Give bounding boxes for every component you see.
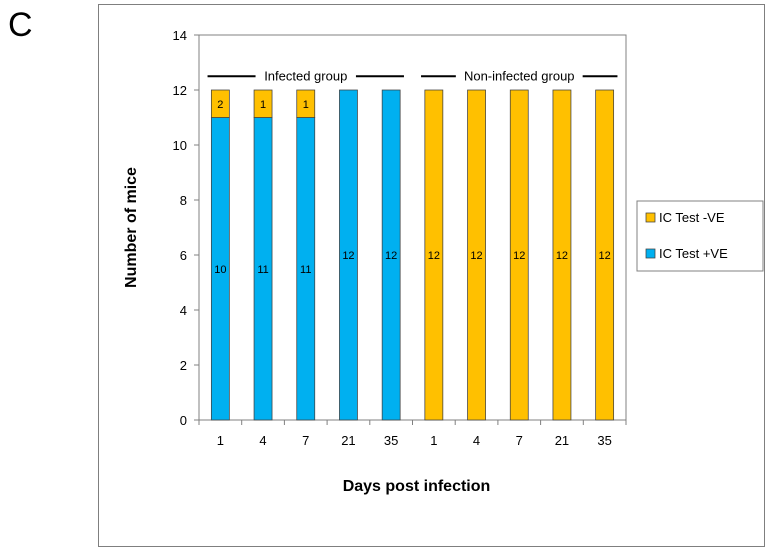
group-label: Non-infected group xyxy=(464,68,575,83)
legend-label: IC Test +VE xyxy=(659,246,728,261)
y-tick-label: 12 xyxy=(173,83,187,98)
bar-data-label: 12 xyxy=(470,250,482,262)
legend-swatch xyxy=(645,212,656,223)
x-axis-title: Days post infection xyxy=(343,478,491,495)
legend-label: IC Test -VE xyxy=(659,210,725,225)
bar-data-label: 12 xyxy=(428,250,440,262)
x-tick-label: 35 xyxy=(384,433,398,448)
bar-data-label: 1 xyxy=(303,99,309,111)
panel-label: C xyxy=(8,6,33,44)
y-tick-label: 0 xyxy=(180,413,187,428)
bar-data-label: 11 xyxy=(257,264,268,276)
legend-box xyxy=(636,200,764,272)
x-tick-label: 21 xyxy=(341,433,355,448)
x-tick-label: 21 xyxy=(555,433,569,448)
bar-segment xyxy=(210,89,230,118)
bar-data-label: 12 xyxy=(342,250,354,262)
bar-data-label: 10 xyxy=(214,264,226,276)
x-tick-label: 4 xyxy=(473,433,480,448)
chart-frame xyxy=(98,4,765,547)
bar-segment xyxy=(467,89,486,421)
bar-data-label: 12 xyxy=(513,250,525,262)
x-tick-label: 35 xyxy=(597,433,611,448)
y-tick-label: 8 xyxy=(180,193,187,208)
bar-data-label: 12 xyxy=(385,250,397,262)
y-tick-label: 2 xyxy=(180,358,187,373)
y-tick-label: 10 xyxy=(173,138,187,153)
bar-segment xyxy=(595,89,615,421)
y-tick-label: 6 xyxy=(180,248,187,263)
bar-data-label: 2 xyxy=(217,99,223,111)
x-tick-label: 1 xyxy=(430,433,437,448)
bar-data-label: 1 xyxy=(260,99,266,111)
bar-segment xyxy=(552,89,572,421)
bar-segment xyxy=(339,89,358,421)
bar-data-label: 12 xyxy=(556,250,568,262)
bar-data-label: 12 xyxy=(599,250,611,262)
bar-segment xyxy=(381,89,401,421)
y-tick-label: 14 xyxy=(173,28,187,43)
legend-swatch xyxy=(645,248,656,259)
group-label: Infected group xyxy=(264,68,347,83)
x-tick-label: 7 xyxy=(516,433,523,448)
bar-segment xyxy=(253,89,273,118)
bar-segment xyxy=(509,89,529,421)
x-tick-label: 1 xyxy=(217,433,224,448)
bar-segment xyxy=(424,89,444,421)
bar-segment xyxy=(296,89,316,118)
x-tick-label: 7 xyxy=(302,433,309,448)
y-tick-label: 4 xyxy=(180,303,187,318)
bar-data-label: 11 xyxy=(300,264,311,276)
y-axis-title: Number of mice xyxy=(123,167,140,288)
x-tick-label: 4 xyxy=(259,433,266,448)
